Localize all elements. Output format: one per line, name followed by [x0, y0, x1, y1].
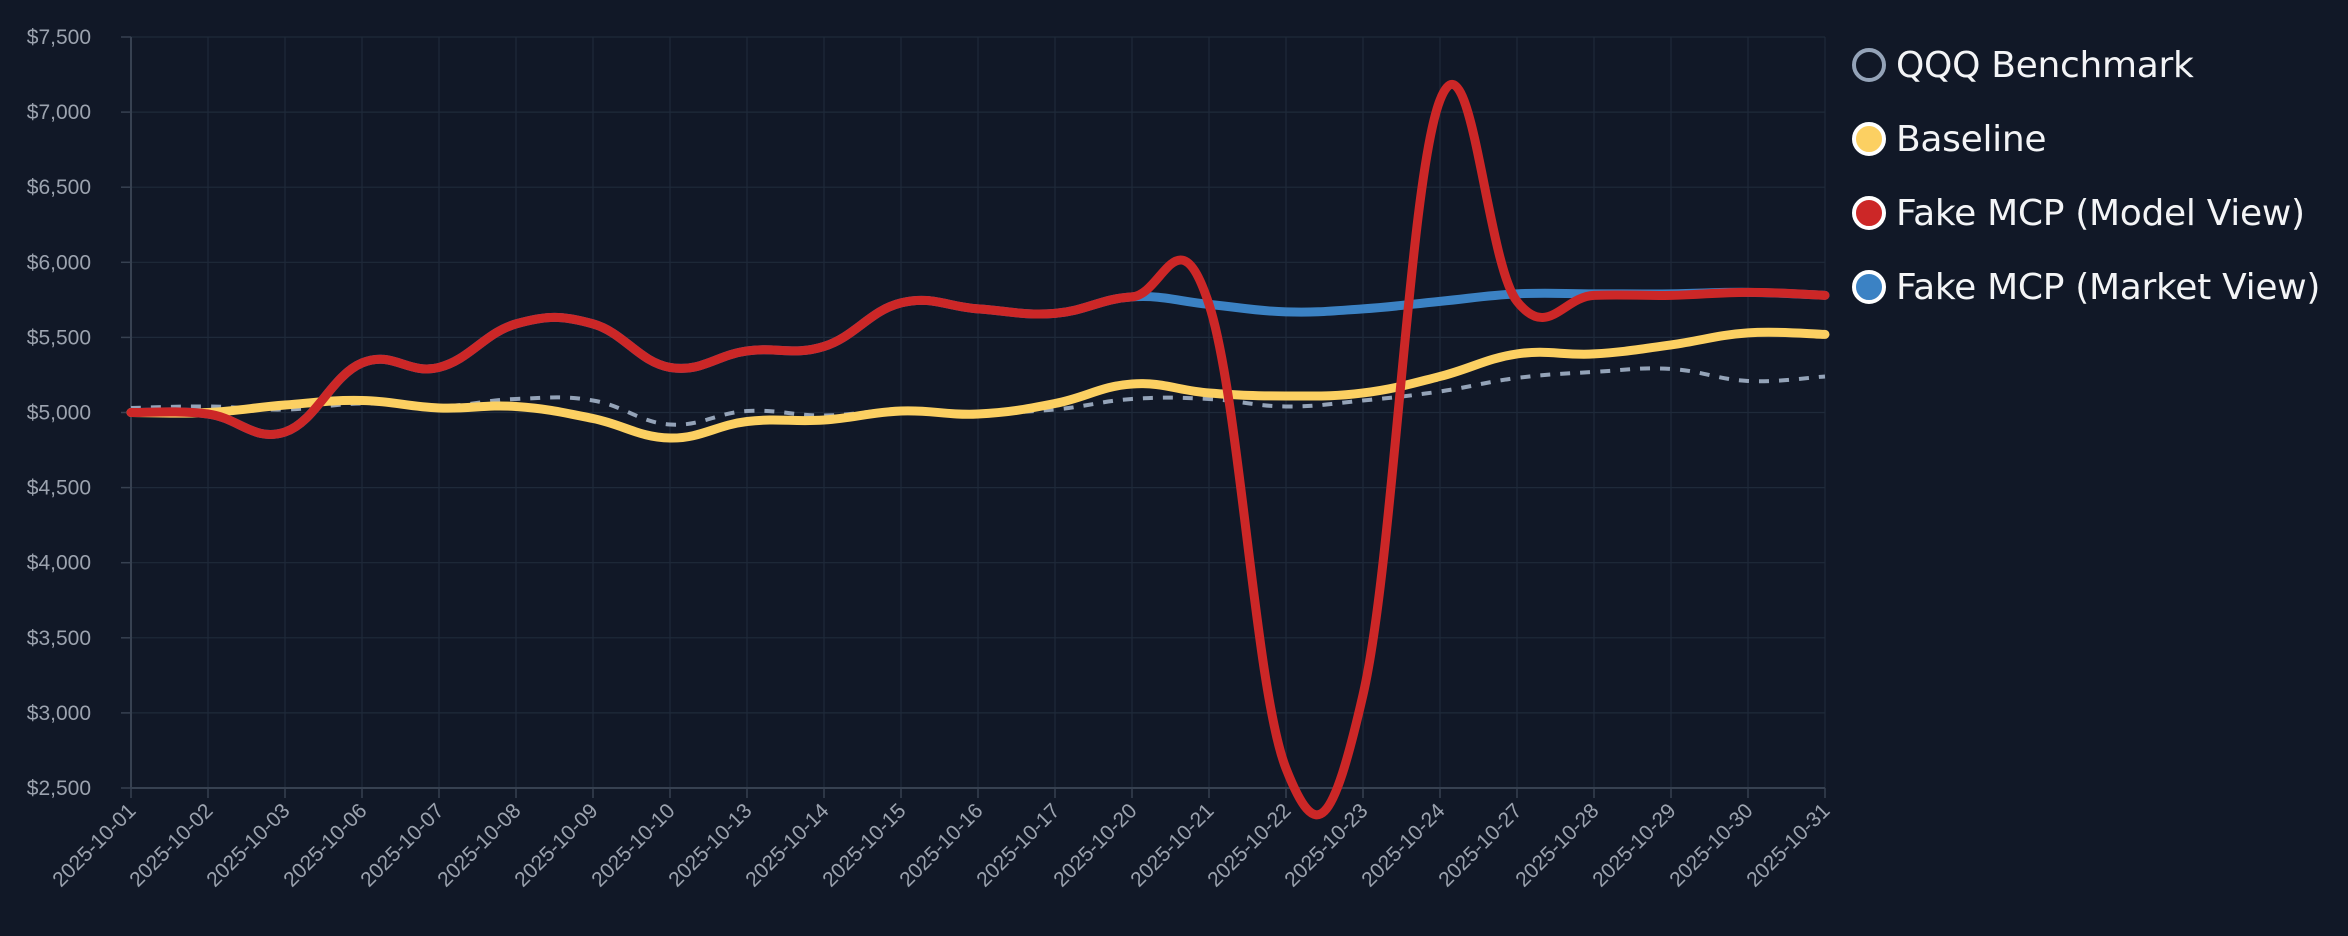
- series-line-fake-mcp-model-view[interactable]: [126, 79, 1830, 820]
- legend-marker-circle-icon: [1852, 122, 1886, 156]
- y-tick-label: $5,000: [27, 402, 91, 425]
- legend-label: Baseline: [1896, 118, 2047, 160]
- y-tick-label: $7,000: [27, 101, 91, 124]
- y-tick-label: $4,000: [27, 552, 91, 575]
- x-axis-tick-labels: 2025-10-012025-10-022025-10-032025-10-06…: [48, 799, 1834, 891]
- legend: QQQ Benchmark Baseline Fake MCP (Model V…: [1852, 28, 2320, 324]
- legend-item-qqq-benchmark[interactable]: QQQ Benchmark: [1852, 28, 2320, 102]
- legend-item-fake-mcp-market-view[interactable]: Fake MCP (Market View): [1852, 250, 2320, 324]
- legend-marker-circle-icon: [1852, 270, 1886, 304]
- y-tick-label: $5,500: [27, 326, 91, 349]
- y-tick-label: $3,500: [27, 627, 91, 650]
- legend-label: Fake MCP (Model View): [1896, 192, 2305, 234]
- y-tick-label: $3,000: [27, 702, 91, 725]
- legend-label: QQQ Benchmark: [1896, 44, 2194, 86]
- series-lines: [126, 79, 1830, 820]
- y-axis-tick-labels: $2,500 $3,000 $3,500 $4,000 $4,500 $5,000 $5,5…: [27, 26, 91, 800]
- y-tick-label: $6,000: [27, 251, 91, 274]
- legend-item-fake-mcp-model-view[interactable]: Fake MCP (Model View): [1852, 176, 2320, 250]
- legend-label: Fake MCP (Market View): [1896, 266, 2321, 308]
- series-line-baseline[interactable]: [126, 327, 1830, 443]
- legend-item-baseline[interactable]: Baseline: [1852, 102, 2320, 176]
- legend-marker-circle-icon: [1852, 48, 1886, 82]
- y-tick-label: $4,500: [27, 477, 91, 500]
- x-tick-label: 2025-10-31: [1742, 799, 1834, 891]
- y-tick-label: $6,500: [27, 176, 91, 199]
- legend-marker-circle-icon: [1852, 196, 1886, 230]
- y-tick-label: $2,500: [27, 777, 91, 800]
- y-tick-label: $7,500: [27, 26, 91, 49]
